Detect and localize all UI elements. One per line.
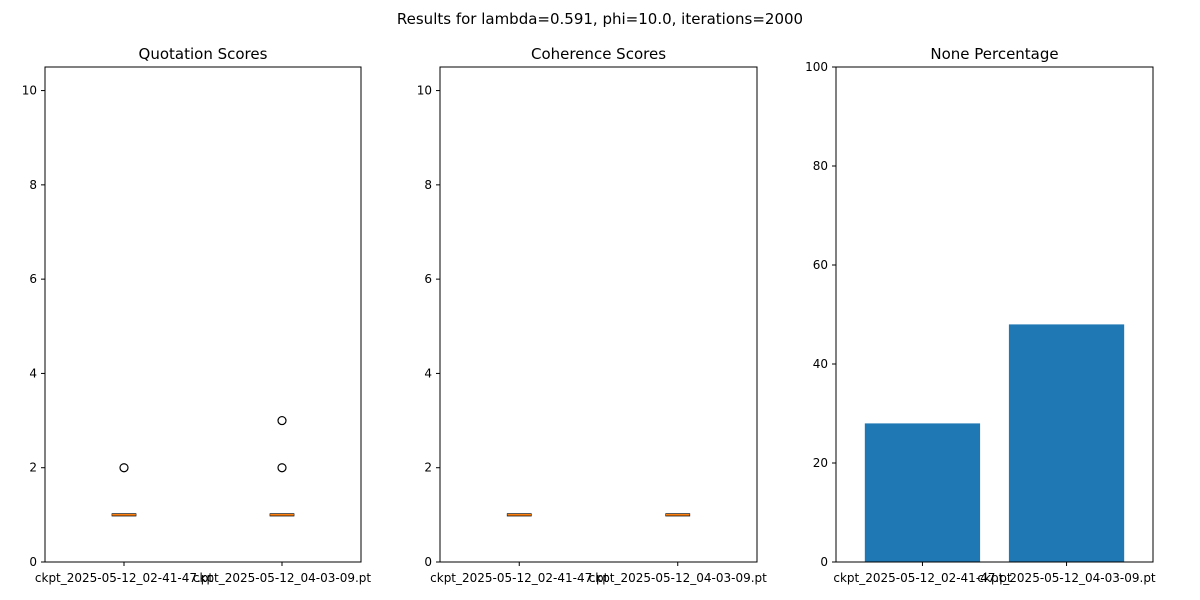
outlier-point <box>277 463 287 473</box>
xtick-label: ckpt_2025-05-12_02-41-47.pt <box>430 571 609 585</box>
axes-frame-3 <box>835 66 1154 563</box>
ytick-label: 80 <box>813 159 828 173</box>
outlier-point <box>277 415 287 426</box>
ytick-label: 10 <box>22 84 37 98</box>
ytick-label: 100 <box>805 60 828 74</box>
bar <box>864 423 981 562</box>
xtick-label: ckpt_2025-05-12_04-03-09.pt <box>193 571 372 585</box>
bar <box>1008 324 1125 562</box>
figure-suptitle: Results for lambda=0.591, phi=10.0, iter… <box>397 10 803 28</box>
panel-title-1: Quotation Scores <box>139 45 268 63</box>
ytick-label: 0 <box>820 555 828 569</box>
panel-title-2: Coherence Scores <box>531 45 666 63</box>
ytick-label: 6 <box>29 272 37 286</box>
ytick-label: 2 <box>29 461 37 475</box>
ytick-label: 40 <box>813 357 828 371</box>
ytick-label: 4 <box>424 366 432 380</box>
axes-frame-1 <box>44 66 362 563</box>
ytick-label: 8 <box>29 178 37 192</box>
ytick-label: 4 <box>29 366 37 380</box>
panel-title-3: None Percentage <box>930 45 1058 63</box>
xtick-label: ckpt_2025-05-12_04-03-09.pt <box>589 571 768 585</box>
axes-frame-2 <box>439 66 758 563</box>
xtick-label: ckpt_2025-05-12_04-03-09.pt <box>977 571 1156 585</box>
ytick-label: 10 <box>417 84 432 98</box>
xtick-label: ckpt_2025-05-12_02-41-47.pt <box>833 571 1012 585</box>
outlier-point <box>119 463 129 473</box>
ytick-label: 2 <box>424 461 432 475</box>
ytick-label: 0 <box>424 555 432 569</box>
ytick-label: 60 <box>813 258 828 272</box>
ytick-label: 0 <box>29 555 37 569</box>
xtick-label: ckpt_2025-05-12_02-41-47.pt <box>35 571 214 585</box>
ytick-label: 8 <box>424 178 432 192</box>
ytick-label: 6 <box>424 272 432 286</box>
ytick-label: 20 <box>813 456 828 470</box>
